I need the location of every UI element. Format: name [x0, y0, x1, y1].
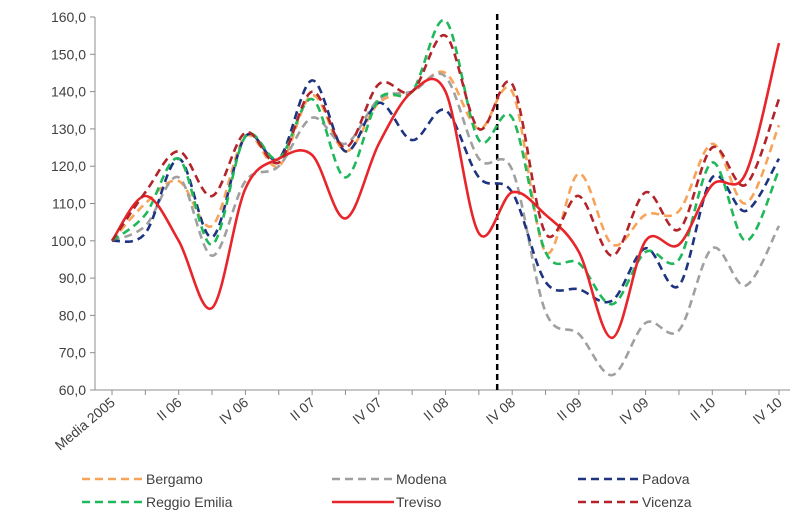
x-tick-label: II 06 — [153, 394, 184, 424]
y-tick-label: 100,0 — [51, 233, 86, 249]
x-tick-label: Media 2005 — [52, 394, 118, 453]
legend-item: Modena — [332, 471, 447, 487]
x-axis: Media 2005 II 06 IV 06 II 07 IV 07 II 08 IV 08… — [52, 389, 790, 453]
x-tick-label: IV 09 — [616, 394, 651, 427]
legend-item: Reggio Emilia — [82, 494, 233, 510]
x-tick-label: II 08 — [420, 394, 451, 424]
x-tick-label: IV 10 — [750, 394, 785, 427]
y-tick-label: 80,0 — [59, 307, 86, 323]
y-tick-label: 60,0 — [59, 382, 86, 398]
x-tick-label: II 07 — [287, 394, 318, 424]
y-tick-label: 130,0 — [51, 121, 86, 137]
series-line-padova — [111, 79, 781, 304]
x-tick-label: IV 08 — [483, 394, 518, 427]
legend-label: Modena — [396, 471, 447, 487]
legend-item: Padova — [578, 471, 690, 487]
legend-label: Padova — [642, 471, 690, 487]
series-line-bergamo — [111, 70, 781, 255]
series-layer — [110, 19, 781, 377]
legend-label: Treviso — [396, 494, 442, 510]
legend-item: Vicenza — [578, 494, 692, 510]
legend-label: Reggio Emilia — [146, 494, 233, 510]
x-tick-label: IV 06 — [216, 394, 251, 427]
y-tick-label: 70,0 — [59, 345, 86, 361]
y-axis: 160,0 150,0 140,0 130,0 120,0 110,0 100,0 90,0 8… — [51, 9, 96, 398]
x-tick-label: II 09 — [554, 394, 585, 424]
y-tick-label: 110,0 — [52, 196, 86, 212]
x-tick-label: IV 07 — [349, 394, 384, 427]
legend: Bergamo Modena Padova Reggio Emilia Treviso V… — [82, 471, 692, 510]
y-tick-label: 160,0 — [51, 9, 86, 25]
legend-item: Treviso — [332, 494, 442, 510]
legend-item: Bergamo — [82, 471, 203, 487]
y-tick-label: 90,0 — [59, 270, 86, 286]
series-line-vicenza — [110, 34, 781, 258]
y-tick-label: 140,0 — [51, 84, 86, 100]
y-tick-label: 150,0 — [51, 46, 86, 62]
x-tick-label: II 10 — [687, 394, 718, 424]
legend-label: Vicenza — [642, 494, 692, 510]
series-line-treviso — [110, 42, 781, 340]
series-line-reggio-emilia — [111, 19, 781, 306]
legend-label: Bergamo — [146, 471, 203, 487]
y-tick-label: 120,0 — [51, 158, 86, 174]
series-line-modena — [111, 72, 781, 377]
